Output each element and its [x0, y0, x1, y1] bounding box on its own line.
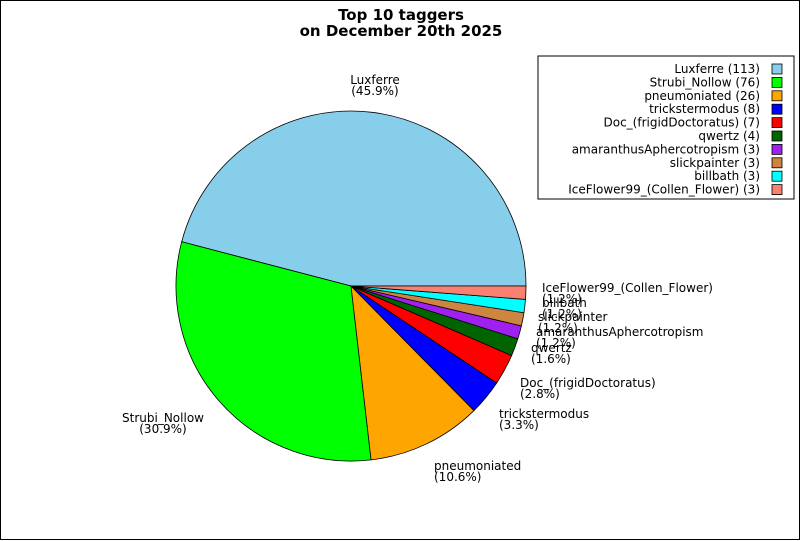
pie-slice-1 [175, 241, 372, 462]
legend-swatch-7 [771, 157, 783, 169]
slice-label-name-8: billbath [542, 296, 587, 310]
slice-label-name-9: IceFlower99_(Collen_Flower) [542, 281, 713, 295]
legend-swatch-0 [771, 63, 783, 75]
slice-label-percent-9: (1.2%) [542, 292, 582, 306]
legend-swatch-4 [771, 117, 783, 128]
slice-label-name-5: qwertz [531, 341, 572, 355]
chart-title-line-2: on December 20th 2025 [300, 22, 503, 40]
legend-swatch-2 [771, 90, 783, 102]
slice-label-name-0: Luxferre [350, 73, 400, 87]
legend-swatch-9 [771, 184, 783, 196]
slice-label-percent-8: (1.2%) [542, 307, 582, 321]
slice-label-percent-1: (30.9%) [139, 422, 186, 436]
slice-label-name-2: pneumoniated [434, 459, 521, 473]
legend-swatch-5 [771, 130, 783, 142]
legend-label-6: amaranthusAphercotropism (3) [572, 142, 760, 156]
pie-slices [175, 110, 527, 462]
slice-label-name-7: slickpainter [538, 310, 607, 324]
legend-label-2: pneumoniated (26) [644, 89, 760, 103]
legend-label-5: qwertz (4) [698, 129, 760, 143]
slice-label-name-1: Strubi_Nollow [122, 411, 204, 425]
legend-label-0: Luxferre (113) [674, 62, 760, 76]
pie-slice-9 [350, 285, 527, 300]
slice-label-name-3: trickstermodus [499, 407, 589, 421]
legend-label-4: Doc_(frigidDoctoratus) (7) [604, 116, 761, 130]
slice-label-percent-4: (2.8%) [520, 387, 560, 401]
slice-label-name-6: amaranthusAphercotropism [536, 325, 704, 339]
legend: Luxferre (113)Strubi_Nollow (76)pneumoni… [537, 55, 795, 200]
legend-label-1: Strubi_Nollow (76) [650, 75, 760, 89]
legend-box [537, 55, 795, 200]
slice-label-name-4: Doc_(frigidDoctoratus) [520, 376, 656, 390]
pie-slice-2 [350, 284, 475, 461]
slice-label-percent-0: (45.9%) [351, 84, 398, 98]
slice-label-percent-3: (3.3%) [499, 418, 539, 432]
legend-label-9: IceFlower99_(Collen_Flower) (3) [568, 183, 760, 197]
legend-label-7: slickpainter (3) [670, 156, 760, 170]
legend-swatch-8 [771, 170, 783, 182]
slice-label-percent-2: (10.6%) [434, 470, 481, 484]
pie-slice-0 [181, 110, 527, 287]
slice-labels: Luxferre(45.9%) Strubi_Nollow(30.9%) pneum… [122, 73, 713, 484]
legend-label-8: billbath (3) [694, 169, 760, 183]
slice-label-percent-7: (1.2%) [538, 321, 578, 335]
slice-label-percent-5: (1.6%) [531, 352, 571, 366]
legend-label-3: trickstermodus (8) [649, 102, 760, 116]
chart-title-line-1: Top 10 taggers [338, 6, 464, 24]
legend-swatch-3 [771, 103, 783, 115]
legend-swatch-1 [771, 77, 783, 88]
slice-label-percent-6: (1.2%) [536, 336, 576, 350]
legend-swatch-6 [771, 143, 783, 155]
